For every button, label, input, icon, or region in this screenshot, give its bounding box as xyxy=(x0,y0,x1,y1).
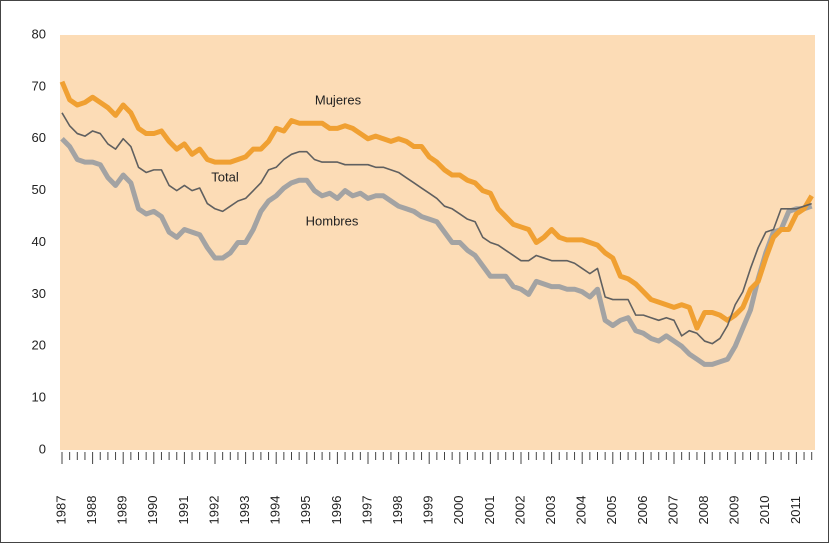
x-tick-label: 2000 xyxy=(451,496,466,525)
x-tick-label: 2011 xyxy=(788,496,803,524)
y-tick-label: 60 xyxy=(32,130,46,145)
y-tick-label: 20 xyxy=(32,338,46,353)
series-line xyxy=(61,112,812,345)
x-tick-label: 2006 xyxy=(635,496,650,525)
x-tick-label: 1987 xyxy=(53,496,68,525)
series-label: Total xyxy=(211,169,239,184)
series-line xyxy=(59,80,814,331)
x-tick-label: 2002 xyxy=(512,496,527,525)
y-tick-label: 40 xyxy=(32,234,46,249)
y-tick-label: 10 xyxy=(32,390,46,405)
x-tick-label: 1993 xyxy=(237,496,252,525)
x-tick-label: 1994 xyxy=(268,496,283,525)
x-tick-label: 1997 xyxy=(359,496,374,525)
series-line xyxy=(60,136,813,367)
x-tick-label: 1992 xyxy=(206,496,221,525)
x-tick-label: 2009 xyxy=(727,496,742,525)
x-tick-label: 1989 xyxy=(115,496,130,525)
x-tick-label: 1990 xyxy=(145,496,160,525)
x-tick-label: 2010 xyxy=(757,496,772,525)
plot-area xyxy=(60,35,815,450)
series-label: Hombres xyxy=(306,213,359,228)
y-tick-label: 0 xyxy=(39,441,46,456)
y-tick-label: 30 xyxy=(32,286,46,301)
y-tick-label: 80 xyxy=(32,26,46,41)
y-tick-label: 70 xyxy=(32,78,46,93)
series-label: Mujeres xyxy=(315,92,362,107)
x-tick-label: 1988 xyxy=(84,496,99,525)
x-tick-label: 1996 xyxy=(329,496,344,525)
x-tick-label: 2004 xyxy=(574,496,589,525)
x-tick-label: 2003 xyxy=(543,496,558,525)
x-tick-label: 1999 xyxy=(421,496,436,525)
x-tick-label: 2008 xyxy=(696,496,711,525)
x-tick-label: 1995 xyxy=(298,496,313,525)
x-tick-label: 1991 xyxy=(176,496,191,525)
x-tick-label: 2001 xyxy=(482,496,497,525)
x-tick-label: 2005 xyxy=(604,496,619,525)
x-tick-label: 1998 xyxy=(390,496,405,525)
x-tick-label: 2007 xyxy=(665,496,680,525)
y-tick-label: 50 xyxy=(32,182,46,197)
